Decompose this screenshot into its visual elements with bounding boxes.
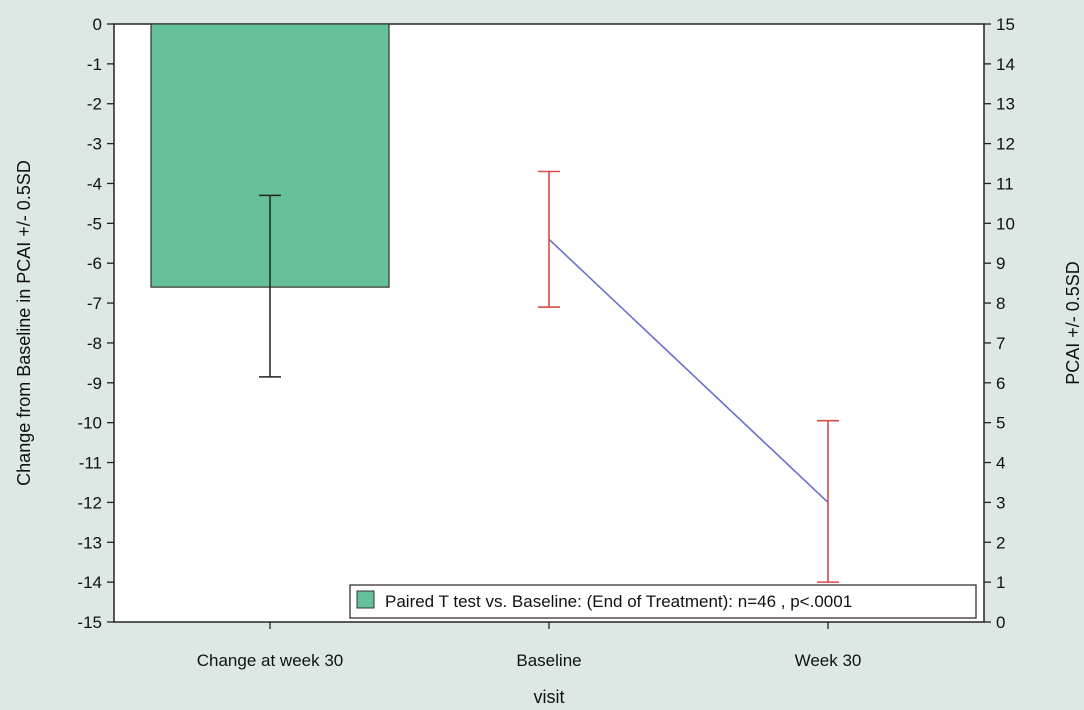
y-left-tick-label: 0 — [93, 15, 102, 34]
y-left-tick-label: -7 — [87, 294, 102, 313]
y-right-tick-label: 6 — [996, 374, 1005, 393]
y-right-tick-label: 5 — [996, 414, 1005, 433]
y-left-tick-label: -6 — [87, 254, 102, 273]
x-tick-label: Week 30 — [795, 651, 862, 670]
y-left-tick-label: -8 — [87, 334, 102, 353]
x-axis-title: visit — [534, 687, 565, 707]
y-left-tick-label: -10 — [77, 414, 102, 433]
legend-label: Paired T test vs. Baseline: (End of Trea… — [385, 592, 852, 611]
y-right-tick-label: 4 — [996, 454, 1005, 473]
legend-box — [349, 584, 977, 619]
y-left-tick-label: -4 — [87, 174, 102, 193]
legend-swatch — [356, 590, 375, 609]
y-right-tick-label: 12 — [996, 135, 1015, 154]
y-left-tick-label: -5 — [87, 214, 102, 233]
y-right-tick-label: 7 — [996, 334, 1005, 353]
y-axis-right-title: PCAI +/- 0.5SD — [1063, 261, 1083, 385]
y-axis-left-title: Change from Baseline in PCAI +/- 0.5SD — [14, 160, 34, 486]
y-left-tick-label: -2 — [87, 95, 102, 114]
x-tick-label: Change at week 30 — [197, 651, 344, 670]
y-left-tick-label: -13 — [77, 533, 102, 552]
y-left-tick-label: -9 — [87, 374, 102, 393]
pcai-line — [548, 238, 829, 503]
y-left-tick-label: -1 — [87, 55, 102, 74]
y-right-tick-label: 0 — [996, 613, 1005, 632]
legend: Paired T test vs. Baseline: (End of Trea… — [349, 584, 977, 619]
y-right-tick-label: 3 — [996, 493, 1005, 512]
y-right-tick-label: 2 — [996, 533, 1005, 552]
y-right-tick-label: 10 — [996, 214, 1015, 233]
y-right-tick-label: 15 — [996, 15, 1015, 34]
y-left-tick-label: -3 — [87, 135, 102, 154]
y-right-tick-label: 11 — [996, 174, 1014, 193]
y-left-tick-label: -11 — [79, 454, 102, 473]
y-left-tick-label: -12 — [77, 493, 102, 512]
y-right-tick-label: 8 — [996, 294, 1005, 313]
y-left-tick-label: -14 — [77, 573, 102, 592]
x-tick-label: Baseline — [516, 651, 581, 670]
y-right-tick-label: 9 — [996, 254, 1005, 273]
y-left-tick-label: -15 — [77, 613, 102, 632]
y-right-tick-label: 14 — [996, 55, 1015, 74]
y-right-tick-label: 13 — [996, 95, 1015, 114]
y-right-tick-label: 1 — [996, 573, 1005, 592]
